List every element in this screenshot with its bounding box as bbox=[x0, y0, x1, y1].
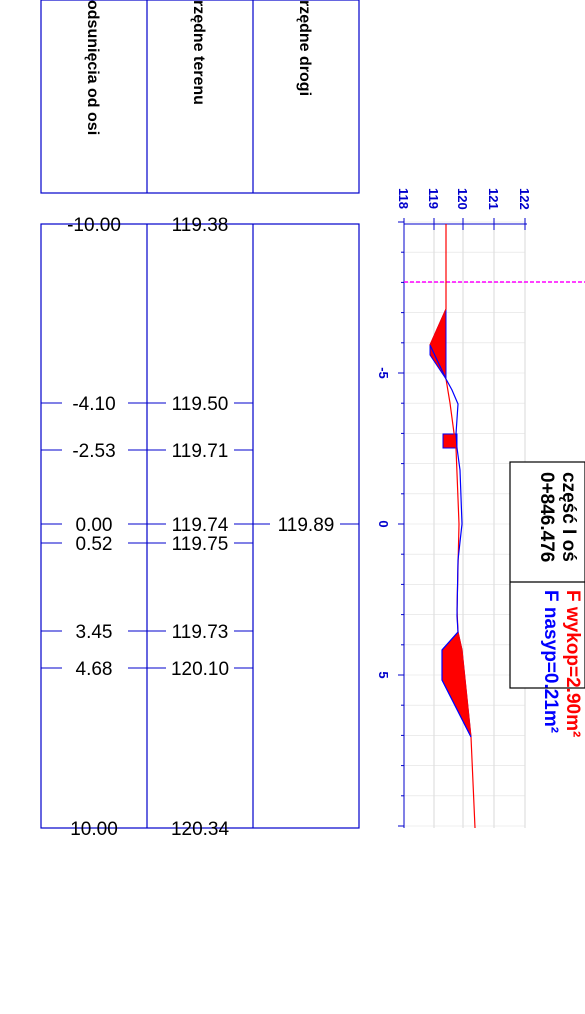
terrain-value: 120.34 bbox=[171, 819, 230, 840]
offset-value: 3.45 bbox=[76, 622, 113, 643]
table-headers: odsunięcia od osi rzędne terenu rzędne d… bbox=[84, 0, 313, 135]
table-rows: -10.00 119.38 -4.10 119.50 -2.53 119.71 0.00 11… bbox=[41, 215, 359, 840]
elevation-tick-label: 120 bbox=[455, 188, 470, 210]
data-table bbox=[40, 0, 360, 829]
f-wykop-label: F wykop=2.90m² bbox=[562, 590, 583, 737]
terrain-line bbox=[429, 224, 476, 829]
section-label: część I oś bbox=[558, 472, 579, 562]
offset-value: 0.00 bbox=[76, 515, 113, 536]
section-info-box: część I oś 0+846.476 F wykop=2.90m² F na… bbox=[509, 461, 585, 737]
header-terrain: rzędne terenu bbox=[190, 0, 207, 105]
terrain-value: 119.74 bbox=[172, 515, 229, 536]
offset-value: -10.00 bbox=[67, 215, 121, 236]
terrain-value: 120.10 bbox=[171, 659, 229, 680]
elevation-tick-label: 118 bbox=[396, 188, 411, 209]
offset-tick-label: 5 bbox=[376, 671, 391, 678]
elevation-ticks: 118 119 120 121 122 bbox=[396, 188, 532, 230]
terrain-value: 119.38 bbox=[172, 215, 229, 236]
f-nasyp-label: F nasyp=0.21m² bbox=[540, 590, 561, 733]
table-header-frame bbox=[40, 0, 360, 194]
elevation-axis: 118 119 120 121 122 bbox=[396, 188, 532, 230]
offset-tick-label: -5 bbox=[376, 367, 391, 379]
offset-tick-label: 0 bbox=[376, 520, 391, 527]
offset-value: 0.52 bbox=[76, 534, 113, 555]
elevation-tick-label: 122 bbox=[517, 188, 532, 210]
terrain-value: 119.50 bbox=[172, 394, 229, 415]
offset-axis-labels: -5 0 5 bbox=[376, 367, 391, 678]
terrain-value: 119.71 bbox=[172, 441, 229, 462]
offset-value: 10.00 bbox=[70, 819, 118, 840]
elevation-tick-label: 119 bbox=[426, 188, 441, 209]
offset-value: -4.10 bbox=[72, 394, 115, 415]
plot-grid bbox=[403, 221, 526, 828]
terrain-value: 119.75 bbox=[172, 534, 229, 555]
table-body-frame bbox=[40, 223, 360, 829]
road-line bbox=[429, 344, 472, 738]
header-road: rzędne drogi bbox=[296, 0, 313, 96]
header-offsets: odsunięcia od osi bbox=[84, 0, 101, 135]
info-box-frame bbox=[509, 461, 585, 689]
cut-area-left bbox=[429, 308, 447, 381]
cut-area-right bbox=[441, 630, 472, 738]
offset-axis-ticks bbox=[398, 221, 404, 827]
offset-value: 4.68 bbox=[76, 659, 113, 680]
road-value: 119.89 bbox=[278, 515, 335, 536]
elevation-tick-label: 121 bbox=[486, 188, 501, 210]
terrain-value: 119.73 bbox=[172, 622, 229, 643]
chainage-label: 0+846.476 bbox=[536, 472, 557, 562]
offset-value: -2.53 bbox=[72, 441, 115, 462]
